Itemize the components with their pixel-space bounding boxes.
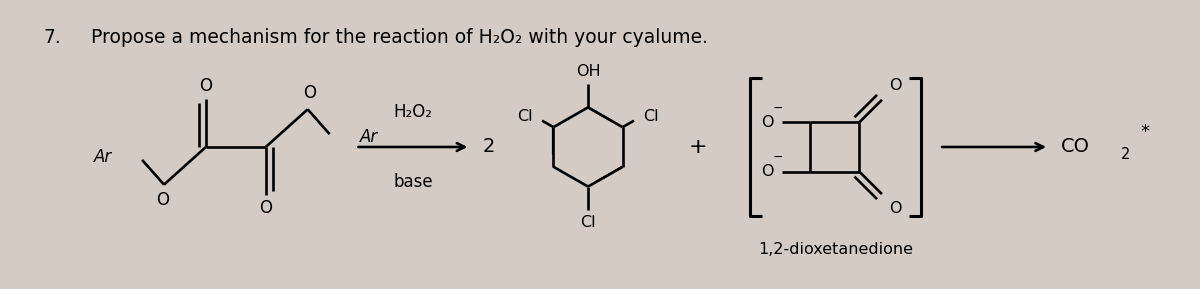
Text: H₂O₂: H₂O₂ <box>394 103 432 121</box>
Text: O: O <box>889 201 901 216</box>
Text: O: O <box>304 84 316 103</box>
Text: Cl: Cl <box>517 109 533 124</box>
Text: O: O <box>199 77 212 95</box>
Text: 7.: 7. <box>43 28 61 47</box>
Text: O: O <box>156 191 169 210</box>
Text: CO: CO <box>1061 138 1090 156</box>
Text: +: + <box>689 137 707 157</box>
Text: O: O <box>889 78 901 93</box>
Text: O: O <box>761 115 774 130</box>
Text: Ar: Ar <box>360 128 378 146</box>
Text: *: * <box>1141 123 1150 141</box>
Text: OH: OH <box>576 64 600 79</box>
Text: 2: 2 <box>1121 147 1130 162</box>
Text: 1,2-dioxetanedione: 1,2-dioxetanedione <box>758 242 913 257</box>
Text: Cl: Cl <box>581 215 596 230</box>
Text: O: O <box>761 164 774 179</box>
Text: Propose a mechanism for the reaction of H₂O₂ with your cyalume.: Propose a mechanism for the reaction of … <box>91 28 708 47</box>
Text: O: O <box>259 199 272 217</box>
Text: 2: 2 <box>482 138 494 156</box>
Text: base: base <box>394 173 433 191</box>
Text: Cl: Cl <box>643 109 659 124</box>
Text: −: − <box>773 102 782 115</box>
Text: −: − <box>773 151 782 164</box>
Text: Ar: Ar <box>94 148 112 166</box>
